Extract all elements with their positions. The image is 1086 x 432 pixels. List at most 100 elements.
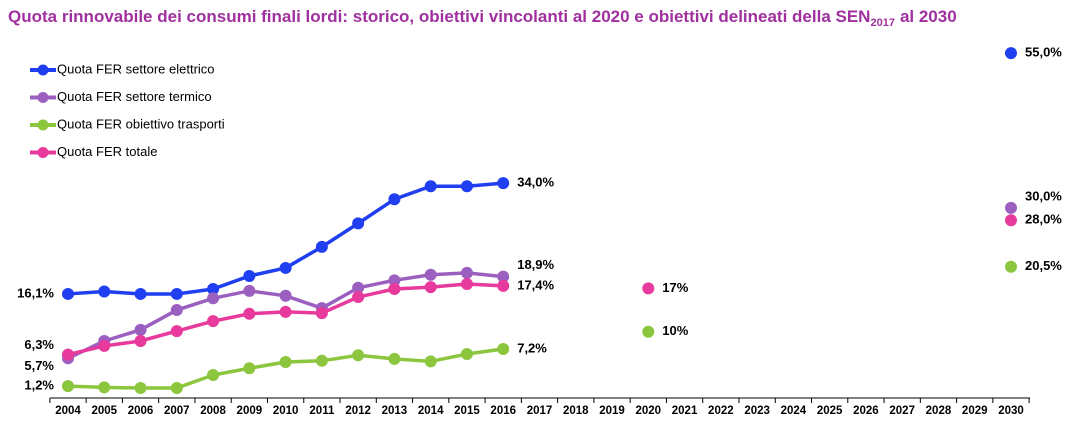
data-point bbox=[243, 362, 256, 375]
series-line bbox=[67, 181, 504, 296]
data-point bbox=[352, 281, 365, 294]
x-tick-label: 2029 bbox=[962, 405, 988, 417]
data-point bbox=[315, 240, 328, 253]
data-point bbox=[243, 307, 256, 320]
x-tick-label: 2028 bbox=[926, 405, 952, 417]
data-point bbox=[243, 284, 256, 297]
data-point bbox=[497, 279, 510, 292]
data-point bbox=[460, 278, 473, 291]
x-tick-label: 2009 bbox=[237, 405, 263, 417]
data-point bbox=[460, 180, 473, 193]
x-tick-label: 2026 bbox=[853, 405, 879, 417]
x-tick-label: 2012 bbox=[345, 405, 371, 417]
x-tick-label: 2017 bbox=[527, 405, 553, 417]
data-point bbox=[62, 287, 74, 300]
legend-label: Quota FER settore termico bbox=[57, 89, 212, 104]
data-point bbox=[98, 339, 111, 352]
x-tick-label: 2007 bbox=[164, 405, 190, 417]
x-tick-label: 2006 bbox=[128, 405, 154, 417]
legend-marker bbox=[37, 92, 49, 103]
data-point bbox=[424, 355, 437, 368]
data-point bbox=[315, 307, 328, 320]
data-point bbox=[207, 369, 220, 382]
data-point bbox=[62, 348, 74, 361]
data-point bbox=[134, 287, 147, 300]
data-point bbox=[388, 274, 401, 287]
data-point bbox=[279, 261, 292, 274]
data-point bbox=[134, 334, 147, 347]
data-point bbox=[388, 282, 401, 295]
data-point bbox=[497, 343, 510, 356]
x-tick-label: 2018 bbox=[563, 405, 589, 417]
x-tick-label: 2023 bbox=[744, 405, 770, 417]
data-point bbox=[62, 380, 74, 393]
chart-title: Quota rinnovabile dei consumi finali lor… bbox=[8, 7, 957, 28]
data-point bbox=[497, 177, 510, 190]
x-tick-label: 2011 bbox=[309, 405, 335, 417]
data-label: 7,2% bbox=[517, 340, 547, 355]
data-label: 1,2% bbox=[24, 378, 54, 393]
data-point bbox=[134, 323, 147, 336]
x-tick-label: 2010 bbox=[273, 405, 299, 417]
x-tick-label: 2008 bbox=[200, 405, 226, 417]
data-label: 6,3% bbox=[24, 337, 54, 352]
x-tick-label: 2025 bbox=[817, 405, 843, 417]
x-tick-label: 2004 bbox=[55, 405, 81, 417]
x-tick-label: 2016 bbox=[490, 405, 516, 417]
title-suffix: al 2030 bbox=[900, 7, 957, 26]
x-tick-label: 2030 bbox=[998, 405, 1024, 417]
x-tick-label: 2024 bbox=[781, 405, 807, 417]
legend-marker bbox=[37, 119, 49, 131]
data-point bbox=[170, 287, 183, 300]
data-point bbox=[388, 352, 401, 365]
data-point bbox=[243, 269, 256, 282]
data-point bbox=[98, 285, 111, 298]
data-label: 17% bbox=[662, 280, 688, 295]
data-point bbox=[170, 382, 183, 395]
data-point bbox=[388, 193, 401, 206]
data-point bbox=[207, 292, 220, 305]
data-point bbox=[134, 382, 147, 395]
title-main: Quota rinnovabile dei consumi finali lor… bbox=[8, 7, 870, 26]
data-label: 18,9% bbox=[517, 257, 554, 272]
data-point bbox=[460, 266, 473, 279]
legend-label: Quota FER obiettivo trasporti bbox=[57, 116, 225, 131]
data-point bbox=[207, 282, 220, 295]
data-point bbox=[497, 270, 510, 283]
data-label: 5,7% bbox=[24, 358, 54, 373]
data-point bbox=[207, 315, 220, 328]
series-line bbox=[67, 347, 504, 390]
x-tick-label: 2005 bbox=[91, 405, 117, 417]
data-point bbox=[315, 354, 328, 367]
data-point bbox=[1005, 47, 1017, 60]
data-label: 28,0% bbox=[1025, 212, 1062, 227]
data-point bbox=[170, 304, 183, 317]
data-point bbox=[279, 356, 292, 369]
data-point bbox=[352, 291, 365, 304]
data-point bbox=[1005, 201, 1017, 214]
data-label: 16,1% bbox=[17, 285, 54, 300]
legend-marker bbox=[37, 147, 49, 158]
data-point bbox=[98, 381, 111, 394]
data-label: 30,0% bbox=[1025, 188, 1062, 203]
x-tick-label: 2027 bbox=[889, 405, 915, 417]
x-tick-label: 2019 bbox=[599, 405, 625, 417]
data-point bbox=[1005, 260, 1017, 273]
data-label: 55,0% bbox=[1025, 45, 1062, 60]
x-tick-label: 2020 bbox=[636, 405, 662, 417]
x-tick-label: 2013 bbox=[382, 405, 408, 417]
data-point bbox=[279, 289, 292, 302]
x-tick-label: 2014 bbox=[418, 405, 444, 417]
data-label: 20,5% bbox=[1025, 258, 1062, 273]
data-label: 34,0% bbox=[517, 175, 554, 190]
title-subscript: 2017 bbox=[870, 17, 894, 29]
legend-label: Quota FER settore elettrico bbox=[57, 61, 215, 76]
data-point bbox=[170, 325, 183, 338]
legend-marker bbox=[37, 64, 49, 76]
x-tick-label: 2022 bbox=[708, 405, 734, 417]
data-point bbox=[279, 305, 292, 318]
legend-label: Quota FER totale bbox=[57, 144, 157, 159]
data-point bbox=[642, 325, 655, 338]
data-point bbox=[352, 217, 365, 230]
